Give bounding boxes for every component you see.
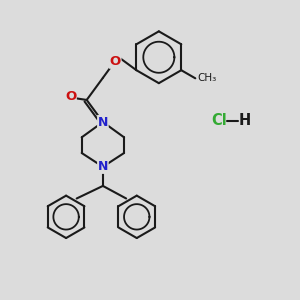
Text: Cl: Cl	[211, 113, 227, 128]
Text: O: O	[65, 91, 76, 103]
Text: CH₃: CH₃	[198, 73, 217, 83]
Text: N: N	[98, 116, 108, 128]
Text: O: O	[110, 55, 121, 68]
Text: N: N	[98, 160, 108, 173]
Text: H: H	[239, 113, 251, 128]
